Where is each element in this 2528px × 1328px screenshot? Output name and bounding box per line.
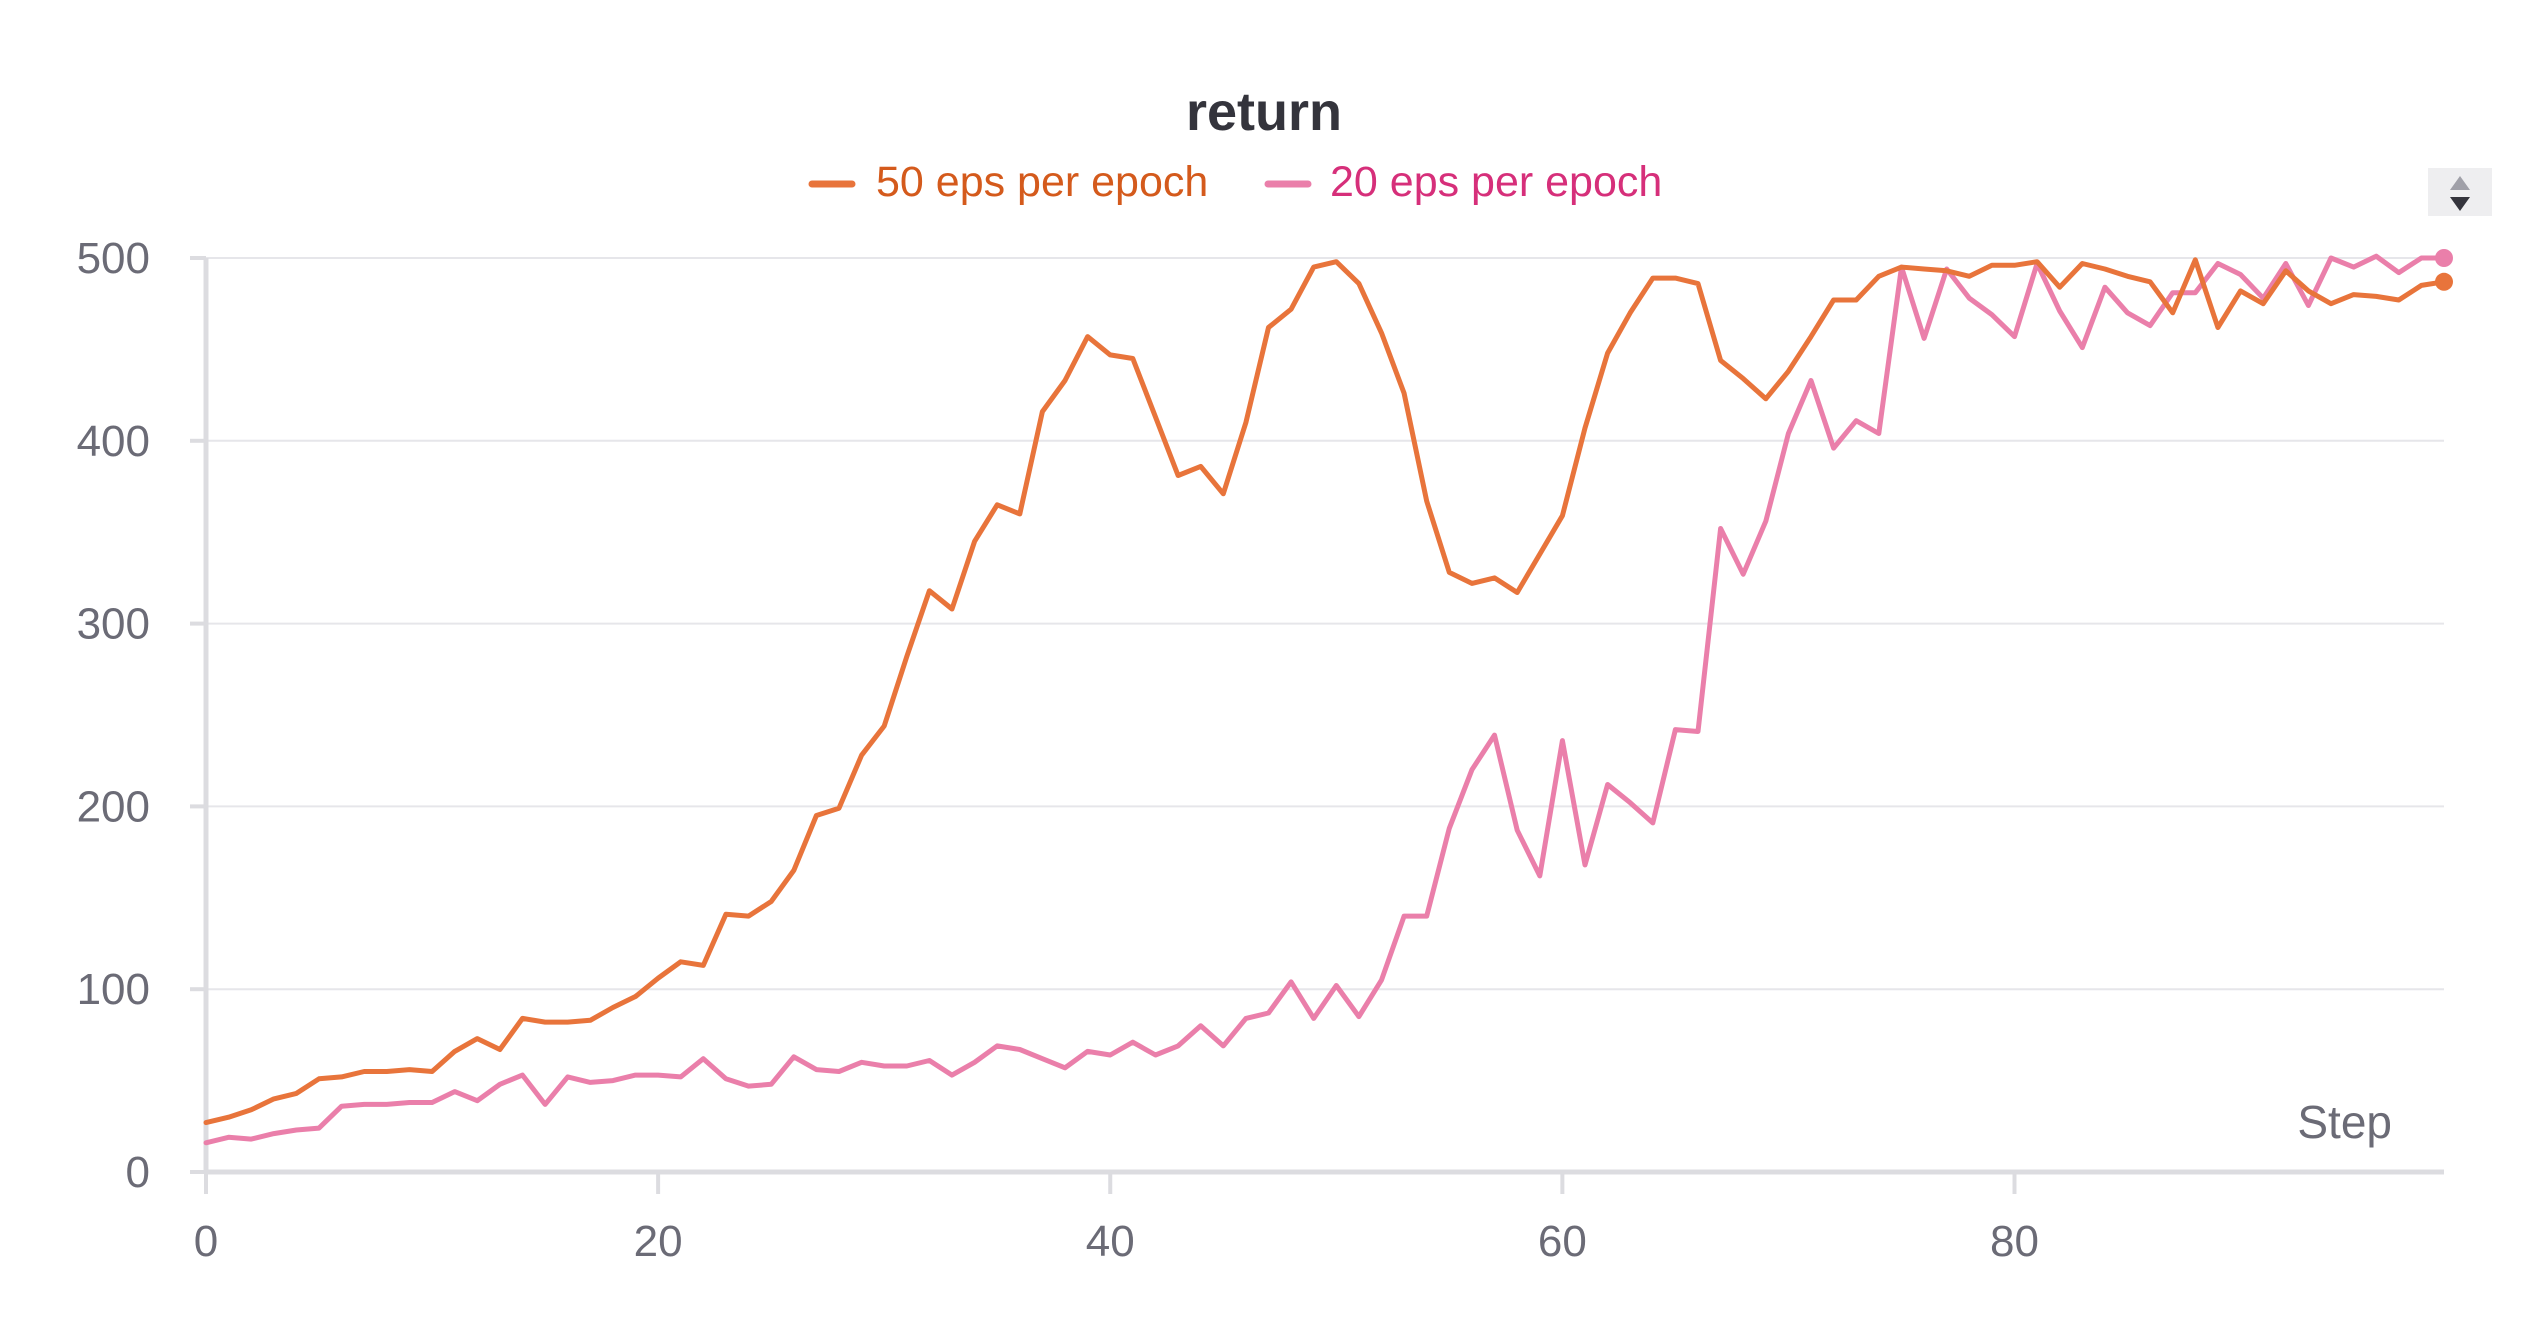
x-tick-label-0: 0 — [194, 1217, 218, 1266]
legend-label-1: 20 eps per epoch — [1330, 158, 1662, 206]
legend-scroll-control[interactable] — [2428, 168, 2492, 216]
x-axis-label: Step — [2297, 1096, 2392, 1148]
y-tick-label-3: 300 — [77, 600, 150, 649]
chart-title: return — [1186, 82, 1342, 142]
x-axis-tick-labels: 0 20 40 60 80 — [194, 1217, 2039, 1266]
legend-label-0: 50 eps per epoch — [876, 158, 1208, 206]
scroll-down-icon[interactable] — [2450, 197, 2470, 211]
scroll-up-icon[interactable] — [2450, 176, 2470, 190]
series-line-1[interactable] — [203, 253, 2447, 1146]
series-end-markers — [2435, 249, 2453, 291]
legend-item-0[interactable]: 50 eps per epoch — [808, 158, 1208, 206]
y-tick-label-2: 200 — [77, 782, 150, 831]
axes — [190, 256, 2444, 1194]
legend-item-1[interactable]: 20 eps per epoch — [1264, 158, 1662, 206]
y-axis-tick-labels: 0 100 200 300 400 500 — [77, 234, 150, 1197]
y-tick-label-4: 400 — [77, 417, 150, 466]
x-tick-label-3: 60 — [1538, 1217, 1587, 1266]
series-end-marker-0 — [2435, 272, 2453, 291]
y-tick-label-1: 100 — [77, 965, 150, 1014]
series-lines[interactable] — [203, 253, 2447, 1146]
x-tick-label-4: 80 — [1990, 1217, 2039, 1266]
grid-lines — [206, 257, 2444, 991]
legend[interactable]: 50 eps per epoch 20 eps per epoch — [808, 158, 1662, 206]
x-tick-label-1: 20 — [634, 1217, 683, 1266]
y-tick-label-5: 500 — [77, 234, 150, 283]
y-tick-label-0: 0 — [126, 1148, 150, 1197]
series-line-0[interactable] — [203, 257, 2447, 1126]
series-end-marker-1 — [2435, 249, 2453, 267]
x-tick-label-2: 40 — [1086, 1217, 1135, 1266]
